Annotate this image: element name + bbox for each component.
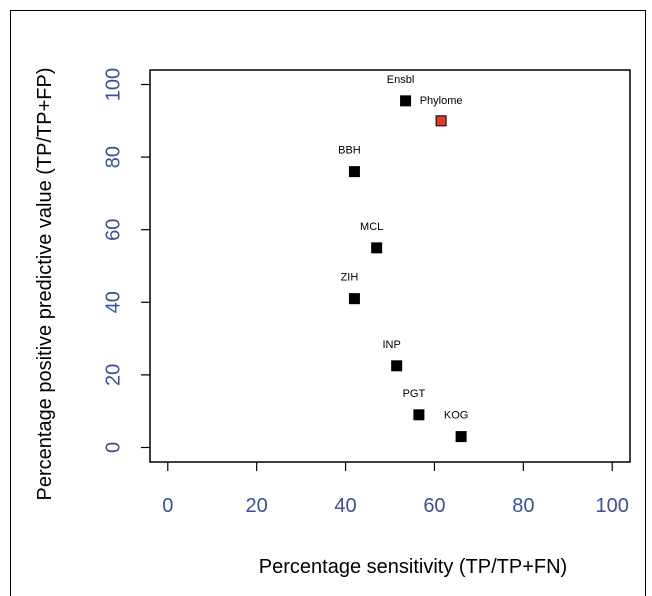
data-point-zih <box>348 293 360 305</box>
x-tick-label: 80 <box>512 495 534 517</box>
x-axis-title: Percentage sensitivity (TP/TP+FN) <box>259 556 567 578</box>
point-label-inp: INP <box>382 339 400 351</box>
y-tick-label: 40 <box>102 291 124 313</box>
data-point-ensbl <box>400 95 412 107</box>
figure-frame <box>10 10 646 596</box>
point-label-pgt: PGT <box>403 388 426 400</box>
x-tick-label: 0 <box>162 495 173 517</box>
y-axis-title: Percentage positive predictive value (TP… <box>34 68 56 501</box>
data-point-kog <box>455 431 467 443</box>
y-tick-label: 80 <box>102 146 124 168</box>
point-label-zih: ZIH <box>341 272 359 284</box>
data-point-mcl <box>371 242 383 254</box>
point-labels: Ensbl Phylome BBH MCL ZIH INP PGT KOG <box>338 74 468 422</box>
point-label-phylome: Phylome <box>420 95 463 107</box>
y-axis-ticks: 0 20 40 60 80 100 <box>102 68 150 453</box>
point-label-bbh: BBH <box>338 145 361 157</box>
plot-area-box <box>149 69 631 463</box>
point-label-mcl: MCL <box>360 221 383 233</box>
x-tick-label: 40 <box>334 495 356 517</box>
x-tick-label: 20 <box>246 495 268 517</box>
data-points <box>348 95 467 443</box>
x-tick-label: 100 <box>596 495 629 517</box>
y-tick-label: 60 <box>102 219 124 241</box>
data-point-inp <box>391 360 403 372</box>
point-label-kog: KOG <box>444 410 468 422</box>
x-axis-ticks: 0 20 40 60 80 100 <box>162 462 629 517</box>
y-tick-label: 0 <box>102 442 124 453</box>
y-tick-label: 20 <box>102 364 124 386</box>
data-point-phylome <box>435 115 447 127</box>
data-point-bbh <box>348 166 360 178</box>
data-point-pgt <box>413 409 425 421</box>
y-tick-label: 100 <box>102 68 124 101</box>
x-tick-label: 60 <box>423 495 445 517</box>
point-label-ensbl: Ensbl <box>387 74 415 86</box>
